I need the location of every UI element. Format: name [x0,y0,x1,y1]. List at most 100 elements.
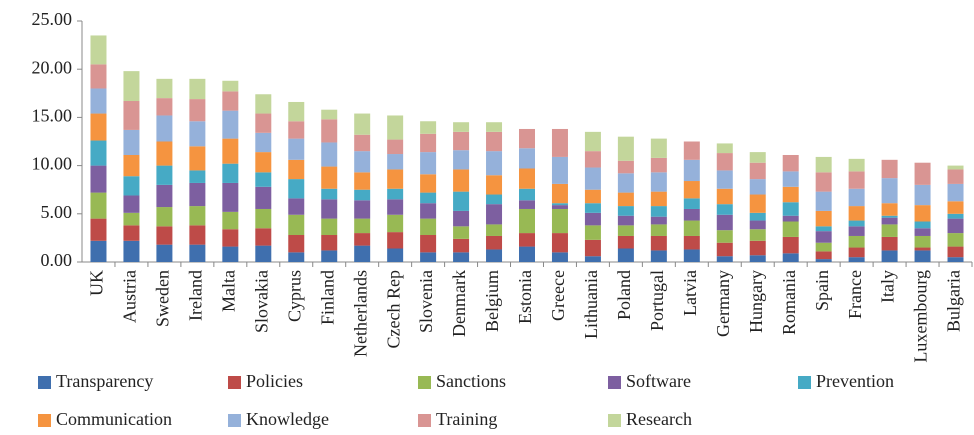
legend-swatch [798,376,811,389]
bar-segment [815,172,832,192]
bar-segment [519,200,535,209]
bar-segment [387,154,404,170]
bar-segment [617,192,634,207]
bar-segment [519,208,535,234]
bar-segment [189,182,206,207]
bar-segment [914,184,931,206]
bar-segment [881,159,898,179]
bar-segment [123,195,140,213]
bar-segment [519,128,535,149]
x-tick-label: UK [87,270,107,296]
bar-segment [650,235,667,251]
x-tick-label: Sweden [153,270,173,327]
bar-segment [848,226,865,236]
bar-segment [782,253,799,262]
bar-segment [551,252,568,262]
bar-segment [90,88,107,114]
bar-segment [189,170,206,183]
bar-segment [420,152,437,175]
bar-segment [354,172,371,190]
legend-label: Communication [56,409,172,429]
bar-segment [716,242,733,257]
y-tick-label: 20.00 [32,57,73,77]
bar-segment [519,233,535,247]
bar-segment [815,156,832,173]
bar-segment [321,119,338,143]
bar-segment [486,204,503,225]
bar-segment [453,226,470,239]
bar-segment [914,247,931,251]
bar-segment [683,198,700,209]
bar-segment [354,151,371,173]
bar-segment [156,78,173,99]
bar-segment [453,210,470,227]
bar-segment [881,224,898,237]
bar-segment [749,162,766,180]
bar-segment [156,207,173,227]
bar-segment [782,171,799,187]
bar-segment [255,94,272,114]
bar-segment [288,235,305,253]
bar-segment [650,206,667,217]
bar-segment [189,121,206,147]
bar-segment [519,148,535,169]
bar-segment [782,154,799,172]
bar-segment [848,206,865,221]
bar-segment [815,226,832,232]
x-tick-label: Italy [878,270,898,303]
bar-segment [255,228,272,246]
x-tick-label: Ireland [185,270,205,321]
bar-segment [222,182,239,212]
bar-segment [519,168,535,189]
bar-segment [947,169,964,184]
bar-segment [486,224,503,236]
bar-segment [123,212,140,226]
bar-segment [288,252,305,262]
bar-segment [123,129,140,155]
bar-segment [321,142,338,167]
bar-segment [156,165,173,185]
bar-segment [815,242,832,252]
bar-segment [947,201,964,214]
bar-segment [815,231,832,243]
legend-swatch [608,376,621,389]
bar-segment [914,205,931,222]
legend-swatch [38,414,51,427]
bar-segment [848,171,865,189]
bar-segment [914,221,931,229]
bar-segment [881,203,898,216]
y-tick-label: 10.00 [32,154,73,174]
bar-segment [486,151,503,176]
bar-segment [551,208,568,234]
bar-segment [617,248,634,262]
bar-segment [222,246,239,262]
bar-segment [683,220,700,236]
bar-segment [881,236,898,251]
bar-segment [255,186,272,209]
bar-segment [650,172,667,192]
bar-segment [387,188,404,200]
bar-segment [387,139,404,155]
legend-swatch [608,414,621,427]
bar-segment [123,240,140,262]
bar-segment [486,131,503,152]
bar-segment [683,159,700,182]
bar-segment [716,214,733,231]
bar-segment [189,99,206,122]
bar-segment [387,115,404,140]
bar-segment [519,246,535,262]
bar-segment [914,250,931,262]
bar-segment [189,244,206,262]
bar-segment [189,206,206,226]
bar-segment [156,98,173,116]
bar-segment [486,235,503,250]
bar-segment [486,249,503,262]
bar-segment [749,255,766,262]
bar-segment [617,225,634,236]
bar-segment [123,154,140,177]
bar-segment [749,152,766,163]
bar-segment [749,220,766,230]
legend-label: Software [626,371,691,391]
bar-segment [848,158,865,172]
